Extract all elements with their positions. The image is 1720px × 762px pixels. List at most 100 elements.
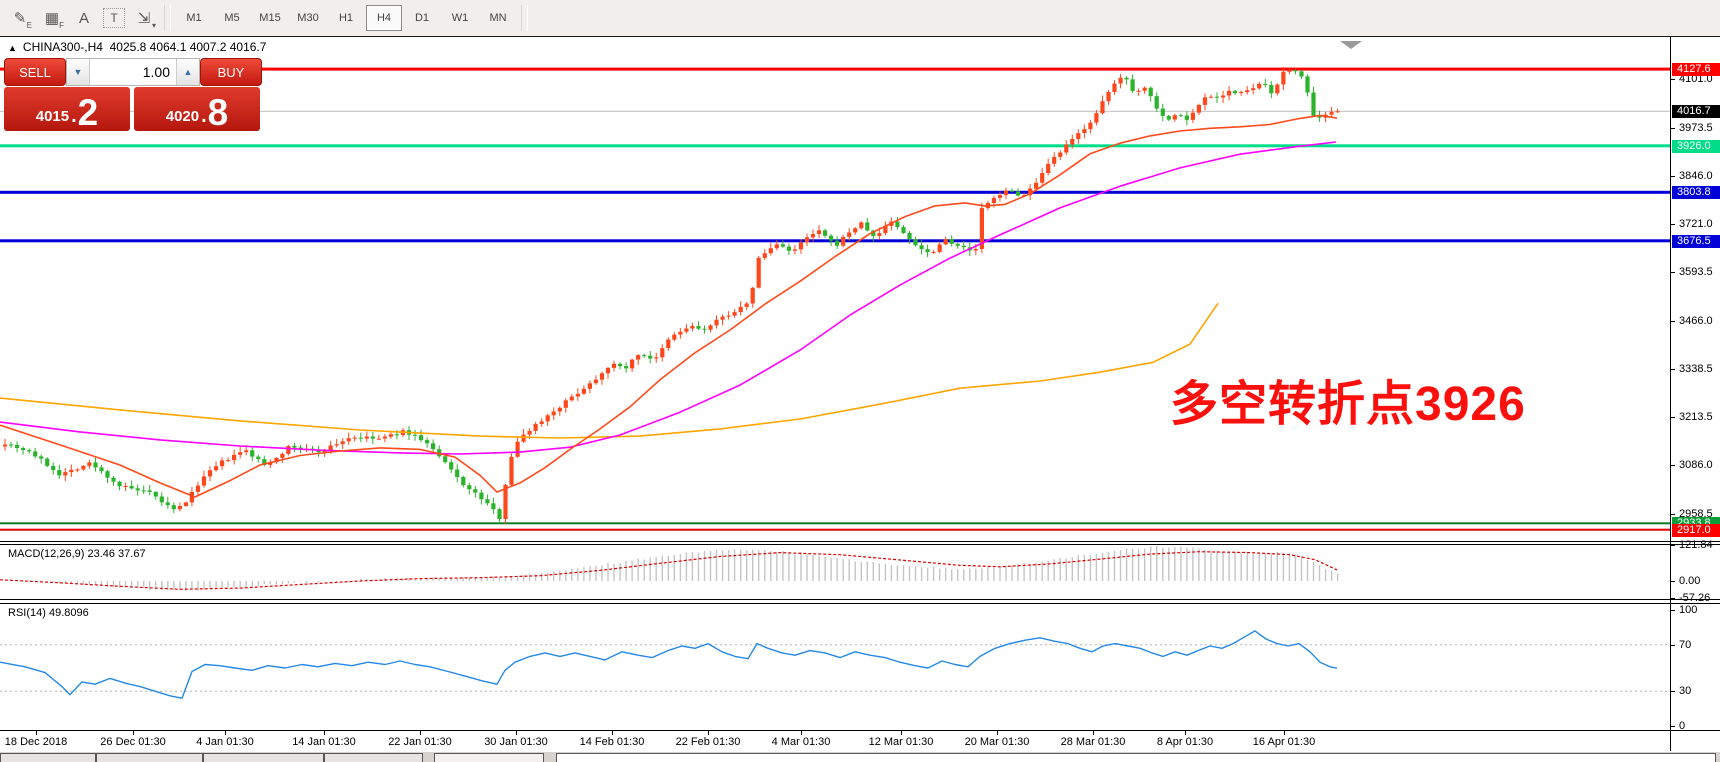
- status-bar-cell[interactable]: [556, 753, 1716, 762]
- shapes-tool-icon[interactable]: ⇲ ▾: [137, 10, 156, 30]
- price-level-line-3926[interactable]: [0, 144, 1670, 148]
- buy-price-pips: 8: [207, 91, 229, 133]
- rsi-scale-label: 70: [1679, 638, 1692, 651]
- time-tick: [516, 731, 517, 735]
- volume-decrease-button[interactable]: ▼: [67, 59, 89, 85]
- time-tick: [324, 731, 325, 735]
- price-chip-2917: 2917.0: [1672, 523, 1720, 537]
- time-tick: [225, 731, 226, 735]
- timeframe-button-d1[interactable]: D1: [414, 12, 430, 24]
- ohlc-values: 4025.8 4064.1 4007.2 4016.7: [109, 40, 267, 54]
- rsi-pane[interactable]: [0, 604, 1670, 730]
- price-chip-3676.5: 3676.5: [1672, 234, 1720, 248]
- timeframe-button-w1[interactable]: W1: [451, 12, 469, 24]
- price-chip-4016.7: 4016.7: [1672, 105, 1720, 119]
- pane-divider: [0, 544, 1720, 545]
- time-tick-label: 22 Feb 01:30: [675, 736, 741, 748]
- status-bar-cell[interactable]: [203, 753, 324, 762]
- time-tick: [1185, 731, 1186, 735]
- sell-price-pips: 2: [77, 91, 99, 133]
- timeframe-button-h4[interactable]: H4: [366, 5, 402, 31]
- time-tick: [1284, 731, 1285, 735]
- fibonacci-tool-icon[interactable]: ▦ F: [44, 10, 64, 30]
- scale-tick: [1671, 369, 1675, 371]
- main-chart-pane[interactable]: [0, 53, 1670, 541]
- rsi-scale-label: 0: [1679, 720, 1686, 732]
- sell-button[interactable]: SELL: [4, 58, 66, 86]
- rsi-scale-label: 30: [1679, 685, 1692, 698]
- text-tool-icon[interactable]: A: [78, 9, 89, 27]
- toolbar-separator: [164, 5, 171, 31]
- pane-divider: [0, 603, 1720, 604]
- macd-label: MACD(12,26,9) 23.46 37.67: [8, 548, 146, 560]
- timeframe-button-m1[interactable]: M1: [186, 12, 202, 24]
- pane-divider[interactable]: [0, 599, 1720, 600]
- chart-shift-marker-icon[interactable]: [1340, 41, 1362, 49]
- timeframe-button-mn[interactable]: MN: [489, 12, 507, 24]
- time-tick: [36, 731, 37, 735]
- crosshair-draw-tool-icon[interactable]: ✎ E: [13, 10, 32, 30]
- time-tick: [420, 731, 421, 735]
- price-level-line-4127.6[interactable]: [0, 67, 1670, 71]
- price-tick-label: 3213.5: [1679, 410, 1713, 423]
- price-tick-label: 3721.0: [1679, 217, 1713, 230]
- price-level-line-4016.7[interactable]: [0, 110, 1670, 112]
- moving-average-line: [0, 302, 1219, 439]
- price-level-line-2917[interactable]: [0, 528, 1670, 531]
- buy-price-button[interactable]: 4020 . 8: [134, 87, 260, 131]
- time-tick-label: 26 Dec 01:30: [100, 736, 166, 748]
- price-chip-3803.8: 3803.8: [1672, 186, 1720, 200]
- collapse-chart-icon[interactable]: ▲: [8, 43, 17, 53]
- scale-tick: [1671, 610, 1675, 611]
- scale-tick: [1671, 644, 1675, 646]
- time-tick-label: 4 Mar 01:30: [771, 736, 831, 748]
- scale-tick: [1671, 691, 1675, 693]
- status-bar-cell[interactable]: [434, 753, 544, 762]
- status-bar-cell[interactable]: [0, 753, 96, 762]
- timeframe-button-m5[interactable]: M5: [224, 12, 240, 24]
- time-tick: [997, 731, 998, 735]
- price-tick-label: 4101.0: [1679, 73, 1713, 86]
- macd-pane[interactable]: [0, 545, 1670, 600]
- price-tick-label: 3973.5: [1679, 121, 1713, 134]
- status-bar: [0, 752, 1720, 762]
- sell-price-button[interactable]: 4015 . 2: [4, 87, 130, 131]
- scale-tick: [1671, 223, 1675, 225]
- chart-title: ▲ CHINA300-,H4 4025.8 4064.1 4007.2 4016.…: [8, 40, 266, 54]
- price-tick-label: 3086.0: [1679, 459, 1713, 472]
- price-level-line-3803.8[interactable]: [0, 190, 1670, 194]
- volume-input[interactable]: 1.00: [89, 59, 177, 85]
- status-bar-cell[interactable]: [96, 753, 203, 762]
- timeframe-button-h1[interactable]: H1: [338, 12, 354, 24]
- time-tick-label: 16 Apr 01:30: [1252, 736, 1316, 748]
- volume-increase-button[interactable]: ▲: [177, 59, 199, 85]
- scale-tick: [1671, 320, 1675, 322]
- status-bar-cell[interactable]: [324, 753, 423, 762]
- timeframe-button-m30[interactable]: M30: [297, 12, 319, 24]
- symbol-period-label: CHINA300-,H4: [22, 40, 103, 54]
- scale-tick: [1671, 726, 1675, 727]
- scale-tick: [1671, 127, 1675, 129]
- macd-scale-label: -57.26: [1679, 591, 1711, 604]
- pane-divider[interactable]: [0, 541, 1720, 542]
- time-axis-border: [0, 730, 1720, 731]
- toolbar: ✎ E ▦ F A T ⇲ ▾ M1 M5 M15 M30 H1 H4 D1 W1 MN: [0, 0, 1720, 37]
- scale-tick: [1671, 465, 1675, 467]
- sell-price-main: 4015: [35, 108, 70, 125]
- price-scale[interactable]: 4101.0 3973.5 3846.0 3721.0 3593.5 3466.0 3338…: [1670, 37, 1720, 751]
- price-level-line-2933.8[interactable]: [0, 522, 1670, 525]
- scale-tick: [1671, 597, 1675, 599]
- price-tick-label: 3593.5: [1679, 266, 1713, 279]
- timeframe-button-m15[interactable]: M15: [259, 12, 281, 24]
- price-chip-3926: 3926.0: [1672, 139, 1720, 153]
- macd-scale-label: 0.00: [1679, 575, 1701, 587]
- time-axis[interactable]: 18 Dec 2018 26 Dec 01:30 4 Jan 01:30 14 Jan…: [0, 731, 1670, 752]
- buy-button[interactable]: BUY: [200, 58, 262, 86]
- scale-tick: [1671, 176, 1675, 178]
- text-label-tool-icon[interactable]: T: [103, 8, 125, 28]
- time-tick: [801, 731, 802, 735]
- scale-tick: [1671, 79, 1675, 81]
- scale-tick: [1671, 513, 1675, 515]
- time-tick-label: 14 Feb 01:30: [579, 736, 645, 748]
